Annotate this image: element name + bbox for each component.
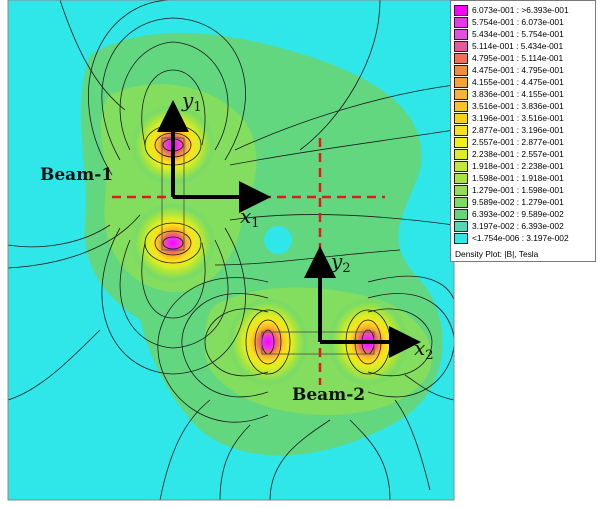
legend-label: 4.155e-001 : 4.475e-001 xyxy=(472,76,564,87)
legend-swatch xyxy=(454,172,468,184)
legend-caption: Density Plot: |B|, Tesla xyxy=(455,249,539,259)
legend-entry: 1.279e-001 : 1.598e-001 xyxy=(454,184,569,196)
legend-swatch xyxy=(454,100,468,112)
legend-label: 3.196e-001 : 3.516e-001 xyxy=(472,112,564,123)
legend-swatch xyxy=(454,88,468,100)
legend-label: 3.836e-001 : 4.155e-001 xyxy=(472,88,564,99)
legend-swatch xyxy=(454,52,468,64)
legend-label: 2.877e-001 : 3.196e-001 xyxy=(472,124,564,135)
legend-entry: 2.877e-001 : 3.196e-001 xyxy=(454,124,569,136)
legend-entry: 4.155e-001 : 4.475e-001 xyxy=(454,76,569,88)
axis-label-y2: y2 xyxy=(331,249,351,276)
legend-swatch xyxy=(454,4,468,16)
legend-entry: 3.196e-001 : 3.516e-001 xyxy=(454,112,569,124)
legend-label: 1.918e-001 : 2.238e-001 xyxy=(472,160,564,171)
legend-swatch xyxy=(454,220,468,232)
legend-entry: 5.434e-001 : 5.754e-001 xyxy=(454,28,569,40)
legend-entry: 1.918e-001 : 2.238e-001 xyxy=(454,160,569,172)
legend-swatch xyxy=(454,16,468,28)
legend-swatch xyxy=(454,28,468,40)
legend-entry: 6.393e-002 : 9.589e-002 xyxy=(454,208,569,220)
coordinate-axes xyxy=(157,100,421,358)
legend-entry: 5.754e-001 : 6.073e-001 xyxy=(454,16,569,28)
legend-entry: 9.589e-002 : 1.279e-001 xyxy=(454,196,569,208)
legend-entry: 2.238e-001 : 2.557e-001 xyxy=(454,148,569,160)
legend-entry: 4.475e-001 : 4.795e-001 xyxy=(454,64,569,76)
legend-swatch xyxy=(454,124,468,136)
legend-label: 4.475e-001 : 4.795e-001 xyxy=(472,64,564,75)
legend-label: 6.073e-001 : >6.393e-001 xyxy=(472,4,569,15)
hotspot-beam1-bottom xyxy=(131,203,215,283)
legend-entry: 4.795e-001 : 5.114e-001 xyxy=(454,52,569,64)
legend-label: 3.516e-001 : 3.836e-001 xyxy=(472,100,564,111)
legend-swatch xyxy=(454,40,468,52)
legend-entry: 2.557e-001 : 2.877e-001 xyxy=(454,136,569,148)
legend-label: 5.114e-001 : 5.434e-001 xyxy=(472,40,564,51)
legend-entry: 3.516e-001 : 3.836e-001 xyxy=(454,100,569,112)
legend-entry: <1.754e-006 : 3.197e-002 xyxy=(454,232,569,244)
legend-swatch xyxy=(454,184,468,196)
legend-label: 2.557e-001 : 2.877e-001 xyxy=(472,136,564,147)
legend-swatch xyxy=(454,148,468,160)
legend-label: 4.795e-001 : 5.114e-001 xyxy=(472,52,564,63)
legend-label: 5.434e-001 : 5.754e-001 xyxy=(472,28,564,39)
legend-entry: 1.598e-001 : 1.918e-001 xyxy=(454,172,569,184)
legend-swatch xyxy=(454,232,468,244)
axis-label-x2: x2 xyxy=(414,336,434,363)
legend-swatch xyxy=(454,112,468,124)
legend-swatch xyxy=(454,160,468,172)
legend-label: 1.598e-001 : 1.918e-001 xyxy=(472,172,564,183)
hotspot-beam2-left xyxy=(228,298,308,386)
legend-entry: 3.836e-001 : 4.155e-001 xyxy=(454,88,569,100)
legend-swatch xyxy=(454,64,468,76)
legend: 6.073e-001 : >6.393e-001 5.754e-001 : 6.0… xyxy=(450,0,596,262)
legend-swatch xyxy=(454,76,468,88)
legend-label: 6.393e-002 : 9.589e-002 xyxy=(472,208,564,219)
legend-entry: 6.073e-001 : >6.393e-001 xyxy=(454,4,569,16)
legend-entry: 5.114e-001 : 5.434e-001 xyxy=(454,40,569,52)
legend-label: 1.279e-001 : 1.598e-001 xyxy=(472,184,564,195)
legend-entry: 3.197e-002 : 6.393e-002 xyxy=(454,220,569,232)
legend-label: <1.754e-006 : 3.197e-002 xyxy=(472,232,569,243)
legend-swatch xyxy=(454,208,468,220)
legend-swatch xyxy=(454,136,468,148)
legend-swatch xyxy=(454,196,468,208)
low-field-hole xyxy=(264,226,292,254)
axis-label-y1: y1 xyxy=(182,88,202,115)
legend-label: 5.754e-001 : 6.073e-001 xyxy=(472,16,564,27)
beam-label-1: Beam-1 xyxy=(40,165,114,185)
axis-label-x1: x1 xyxy=(240,204,260,231)
legend-label: 9.589e-002 : 1.279e-001 xyxy=(472,196,564,207)
legend-rows: 6.073e-001 : >6.393e-001 5.754e-001 : 6.0… xyxy=(454,4,569,244)
legend-label: 2.238e-001 : 2.557e-001 xyxy=(472,148,564,159)
beam-label-2: Beam-2 xyxy=(292,385,366,405)
legend-label: 3.197e-002 : 6.393e-002 xyxy=(472,220,564,231)
